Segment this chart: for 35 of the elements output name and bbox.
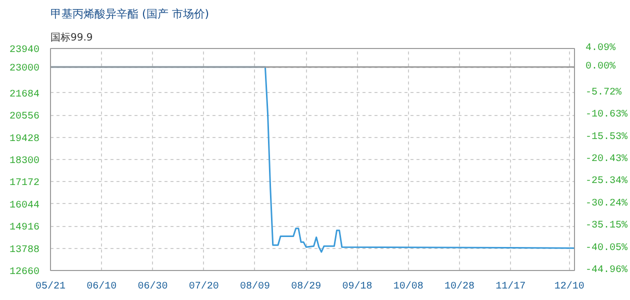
y2-tick-label: 4.09% <box>586 43 616 54</box>
y-tick-label: 14916 <box>9 222 40 234</box>
y2-tick-label: -40.05% <box>586 242 628 254</box>
y-tick-label: 17172 <box>9 178 40 190</box>
y2-tick-label: 0.00% <box>586 62 616 73</box>
x-tick-label: 10/08 <box>393 280 424 292</box>
y2-tick-label: -20.43% <box>586 154 628 165</box>
x-tick-label: 06/30 <box>138 280 168 292</box>
x-tick-label: 10/28 <box>444 280 474 292</box>
x-tick-label: 08/09 <box>240 280 270 292</box>
y-tick-label: 19428 <box>9 134 40 145</box>
y-tick-label: 20556 <box>9 112 40 123</box>
chart-subtitle: 国标99.9 <box>50 32 93 44</box>
x-tick-label: 06/10 <box>86 280 117 292</box>
y-tick-label: 23000 <box>9 64 40 74</box>
y2-tick-label: -44.96% <box>586 265 628 276</box>
y-tick-label: 12660 <box>9 267 40 278</box>
y-tick-label: 18300 <box>9 156 40 167</box>
y2-tick-label: -15.53% <box>586 132 628 143</box>
x-tick-label: 11/17 <box>496 280 526 292</box>
x-tick-label: 05/21 <box>36 280 66 292</box>
x-tick-label: 08/29 <box>291 280 322 292</box>
y2-tick-label: -10.63% <box>586 110 628 121</box>
y2-tick-label: -5.72% <box>586 87 622 98</box>
x-tick-label: 07/20 <box>188 280 219 292</box>
chart-title: 甲基丙烯酸异辛酯 (国产 市场价) <box>50 8 210 20</box>
y-tick-label: 21684 <box>9 89 40 100</box>
y-tick-label: 13788 <box>9 244 40 256</box>
y2-tick-label: -30.24% <box>586 198 628 210</box>
x-tick-label: 12/10 <box>554 280 584 292</box>
y-tick-label: 23940 <box>9 45 40 56</box>
x-tick-label: 09/18 <box>342 280 372 292</box>
y-tick-label: 16044 <box>9 200 40 212</box>
y2-tick-label: -35.15% <box>586 220 628 232</box>
y2-tick-label: -25.34% <box>586 176 628 188</box>
